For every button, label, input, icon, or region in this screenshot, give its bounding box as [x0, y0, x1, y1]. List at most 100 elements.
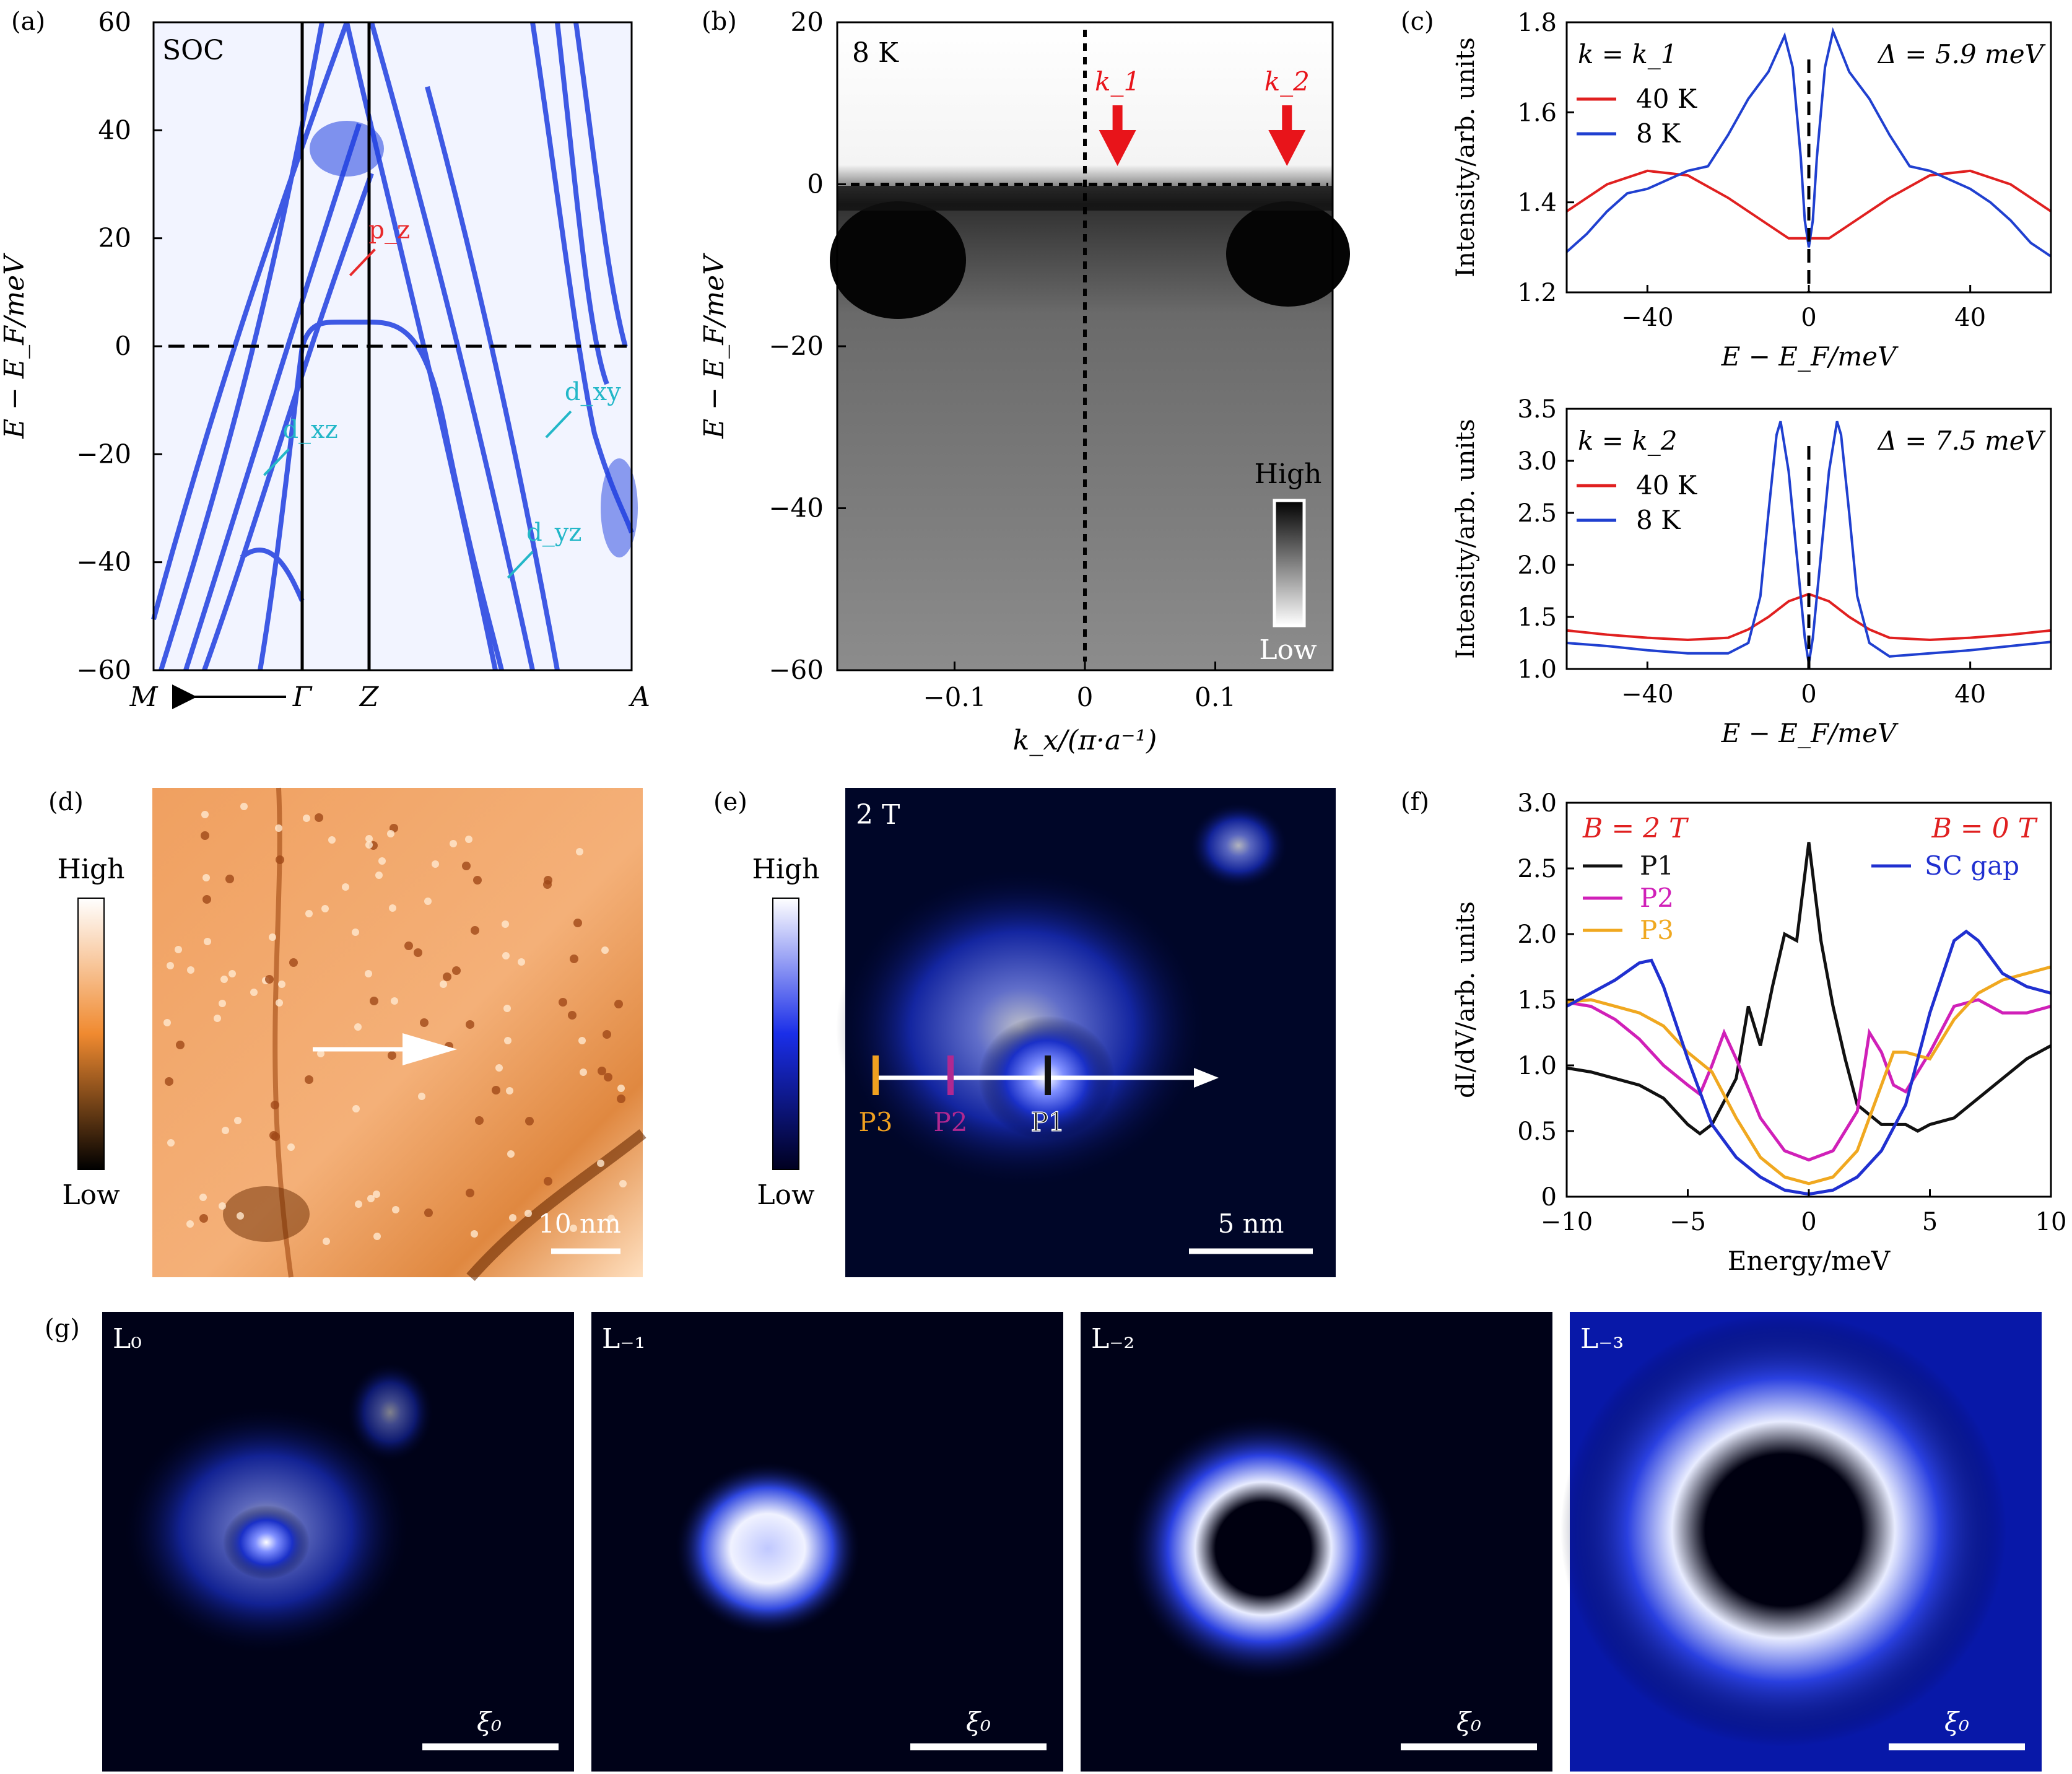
- momentum-label: k_1: [1095, 66, 1140, 97]
- surface-dot: [305, 910, 313, 917]
- y-tick-label: 0: [115, 331, 131, 361]
- surface-dot: [355, 1200, 362, 1208]
- surface-dot: [518, 958, 525, 966]
- panel-b: (b) 8 K k_1 k_2 High Low 20 0 −20 −40 −60 −0.…: [699, 7, 1350, 756]
- surface-dot: [317, 1050, 324, 1057]
- surface-dot: [388, 1051, 396, 1060]
- vortex-map-l-3: L₋₃ ξ₀: [1561, 1312, 2042, 1772]
- surface-dot: [269, 1131, 278, 1140]
- surface-dot: [619, 1180, 627, 1187]
- y-tick-label: 2.5: [1517, 499, 1557, 528]
- surface-dot: [580, 1068, 587, 1076]
- surface-dot: [418, 1093, 425, 1100]
- spectrum-series: [1566, 965, 2052, 1186]
- surface-dot: [414, 948, 422, 957]
- y-tick-label: 0.5: [1517, 1117, 1557, 1146]
- legend-label: SC gap: [1925, 850, 2019, 881]
- surface-dot: [471, 1230, 478, 1238]
- panel-label-g: (g): [45, 1314, 80, 1343]
- surface-dot: [354, 1023, 362, 1031]
- scale-bar-label: ξ₀: [1456, 1706, 1481, 1737]
- band-hotspot: [310, 121, 384, 177]
- orbital-label: p_z: [368, 216, 410, 245]
- surface-dot: [352, 1105, 360, 1112]
- k-label-m: M: [129, 681, 158, 713]
- surface-dot: [504, 1037, 511, 1044]
- surface-dot: [219, 1202, 226, 1210]
- step-edge: [272, 787, 294, 1278]
- y-axis-label: dI/dV/arb. units: [1452, 901, 1480, 1098]
- surface-dot: [573, 919, 582, 927]
- momentum-label: k_2: [1265, 66, 1310, 97]
- colorbar-low: Low: [1259, 634, 1317, 666]
- stm-topography: [152, 788, 643, 1277]
- surface-dot: [378, 857, 386, 865]
- surface-dot: [315, 813, 323, 822]
- surface-dot: [287, 1143, 295, 1151]
- surface-dot: [466, 1020, 474, 1029]
- point-marker: [873, 1055, 879, 1095]
- surface-dot: [492, 1086, 500, 1095]
- orbital-label: d_xz: [282, 416, 337, 444]
- scale-bar-label: 10 nm: [538, 1208, 621, 1239]
- panel-label-f: (f): [1401, 788, 1429, 816]
- surface-dot: [289, 958, 298, 967]
- surface-dot: [328, 836, 336, 844]
- surface-dot: [424, 898, 432, 905]
- surface-dot: [303, 815, 310, 822]
- spectrum-points: P3 P2 P1: [859, 1055, 1065, 1138]
- legend-label: P3: [1640, 915, 1674, 945]
- y-tick-labels: 20 0 −20 −40 −60: [768, 7, 846, 685]
- panel-label-a: (a): [11, 7, 45, 36]
- adatom-dots: [163, 803, 627, 1245]
- panel-label-e: (e): [713, 788, 747, 816]
- surface-dot: [576, 848, 583, 855]
- point-label: P3: [859, 1107, 893, 1137]
- momentum-arrow-shaft: [1112, 105, 1123, 136]
- surface-dot: [389, 904, 396, 912]
- y-tick-label: 1.6: [1517, 98, 1557, 127]
- y-tick-label: −20: [76, 439, 131, 469]
- panel-label-d: (d): [48, 788, 84, 816]
- surface-dot: [220, 976, 228, 983]
- surface-dot: [506, 1087, 513, 1095]
- scale-bar-label: ξ₀: [477, 1706, 502, 1737]
- legend-label: 40 K: [1636, 84, 1698, 114]
- panel-label-c: (c): [1401, 7, 1434, 36]
- surface-dot: [465, 836, 472, 843]
- surface-dot: [604, 1073, 612, 1081]
- spectrum-series: [1566, 998, 2052, 1162]
- y-tick-label: 1.4: [1517, 189, 1557, 217]
- vortex-neighbor: [347, 1363, 433, 1462]
- point-marker: [947, 1055, 954, 1095]
- legend-label: 8 K: [1636, 118, 1681, 149]
- band-hump-left: [830, 201, 966, 319]
- panel-e: (e) P3 P2 P1 2 T 5 nm High Low: [713, 788, 1336, 1277]
- orbital-labels: p_z d_xz d_xy d_yz: [263, 216, 621, 579]
- x-tick-label: 0: [1077, 682, 1094, 712]
- surface-dot: [240, 803, 248, 810]
- surface-dot: [420, 1018, 429, 1027]
- x-tick-label: 0: [1801, 1208, 1816, 1236]
- y-tick-label: 1.0: [1517, 1052, 1557, 1080]
- x-tick-label: 0.1: [1195, 682, 1236, 712]
- colorbar-orange: [77, 898, 105, 1170]
- surface-dot: [502, 920, 509, 928]
- x-tick-label: 5: [1922, 1208, 1938, 1236]
- vortex-core: [223, 1505, 310, 1580]
- surface-dot: [375, 872, 383, 879]
- k-label-gamma: Γ: [292, 681, 313, 713]
- surface-dot: [603, 1030, 611, 1039]
- orbital-pointer: [349, 248, 376, 277]
- orbital-label: d_xy: [565, 378, 621, 406]
- surface-dot: [452, 966, 461, 975]
- surface-dot: [597, 1160, 604, 1167]
- surface-dot: [365, 970, 372, 977]
- y-tick-label: 1.5: [1517, 986, 1557, 1015]
- colorbar-low: Low: [757, 1179, 815, 1211]
- x-axis-label: E − E_F/meV: [1721, 341, 1899, 372]
- k-label: k = k_2: [1578, 426, 1678, 456]
- surface-dot: [342, 883, 349, 891]
- y-tick-label: −60: [76, 655, 131, 685]
